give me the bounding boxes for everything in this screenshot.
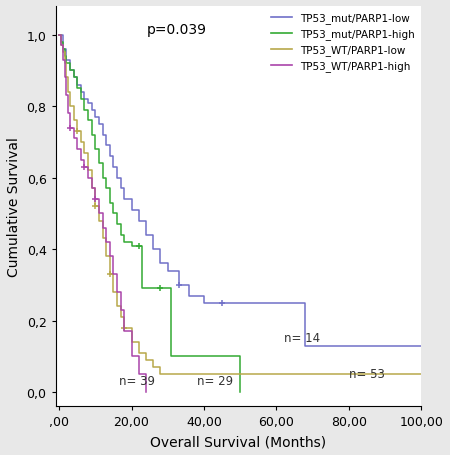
Text: p=0.039: p=0.039 — [147, 23, 207, 37]
Y-axis label: Cumulative Survival: Cumulative Survival — [7, 137, 21, 277]
Legend: TP53_mut/PARP1-low, TP53_mut/PARP1-high, TP53_WT/PARP1-low, TP53_WT/PARP1-high: TP53_mut/PARP1-low, TP53_mut/PARP1-high,… — [267, 9, 419, 76]
Text: n= 14: n= 14 — [284, 331, 320, 344]
Text: n= 29: n= 29 — [197, 374, 233, 387]
Text: n= 39: n= 39 — [119, 374, 155, 387]
Text: n= 53: n= 53 — [349, 367, 385, 380]
X-axis label: Overall Survival (Months): Overall Survival (Months) — [150, 434, 326, 448]
